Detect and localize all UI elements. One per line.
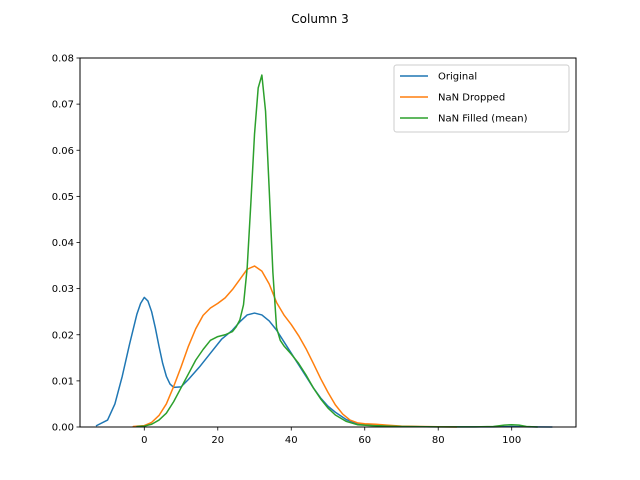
x-tick-label: 80 bbox=[432, 435, 445, 446]
legend-label-1: NaN Dropped bbox=[438, 93, 505, 104]
y-tick-label: 0.00 bbox=[52, 423, 74, 434]
series-line-1 bbox=[132, 265, 458, 428]
y-tick-label: 0.08 bbox=[52, 54, 74, 65]
y-tick-label: 0.05 bbox=[52, 192, 74, 203]
x-axis: 0 20 40 60 80 100 bbox=[141, 427, 521, 446]
legend: Original NaN Dropped NaN Filled (mean) bbox=[393, 64, 570, 133]
x-tick-label: 100 bbox=[502, 435, 521, 446]
chart-title: Column 3 bbox=[291, 12, 348, 26]
x-tick-label: 60 bbox=[358, 435, 371, 446]
legend-box bbox=[393, 64, 570, 133]
y-tick-label: 0.04 bbox=[52, 238, 74, 249]
x-tick-label: 20 bbox=[211, 435, 224, 446]
y-tick-label: 0.01 bbox=[52, 376, 74, 387]
x-tick-label: 40 bbox=[285, 435, 298, 446]
legend-label-0: Original bbox=[438, 72, 477, 83]
legend-label-2: NaN Filled (mean) bbox=[438, 114, 528, 125]
y-tick-label: 0.06 bbox=[52, 146, 74, 157]
y-tick-label: 0.03 bbox=[52, 284, 74, 295]
y-tick-label: 0.02 bbox=[52, 330, 74, 341]
y-tick-label: 0.07 bbox=[52, 100, 74, 111]
x-tick-label: 0 bbox=[141, 435, 147, 446]
y-axis: 0.00 0.01 0.02 0.03 0.04 0.05 0.06 0.07 0.08 bbox=[52, 54, 80, 434]
plot-area: 0 20 40 60 80 100 0.000.010.020.030.040.050.0… bbox=[52, 54, 577, 446]
